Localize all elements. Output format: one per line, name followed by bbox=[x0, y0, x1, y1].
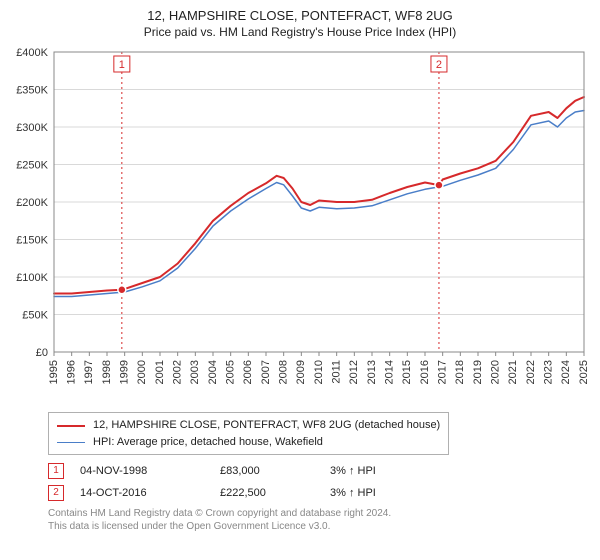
footer-line-2: This data is licensed under the Open Gov… bbox=[48, 520, 590, 533]
x-tick-label: 2013 bbox=[366, 360, 378, 384]
x-tick-label: 2006 bbox=[242, 360, 254, 384]
legend-item: 12, HAMPSHIRE CLOSE, PONTEFRACT, WF8 2UG… bbox=[57, 417, 440, 434]
y-tick-label: £50K bbox=[22, 310, 48, 322]
y-tick-label: £150K bbox=[16, 235, 48, 247]
legend-label: 12, HAMPSHIRE CLOSE, PONTEFRACT, WF8 2UG… bbox=[93, 417, 440, 434]
x-tick-label: 2005 bbox=[225, 360, 237, 384]
x-tick-label: 2019 bbox=[472, 360, 484, 384]
x-tick-label: 1998 bbox=[101, 360, 113, 384]
x-tick-label: 2015 bbox=[401, 360, 413, 384]
x-tick-label: 2020 bbox=[490, 360, 502, 384]
figure-container: 12, HAMPSHIRE CLOSE, PONTEFRACT, WF8 2UG… bbox=[0, 0, 600, 560]
x-tick-label: 1995 bbox=[48, 360, 60, 384]
x-tick-label: 2007 bbox=[260, 360, 272, 384]
marker-badge: 1 bbox=[48, 463, 64, 479]
x-tick-label: 2010 bbox=[313, 360, 325, 384]
legend-item: HPI: Average price, detached house, Wake… bbox=[57, 434, 440, 451]
marker-pct: 3% ↑ HPI bbox=[330, 465, 440, 477]
x-tick-label: 2016 bbox=[419, 360, 431, 384]
x-tick-label: 2008 bbox=[278, 360, 290, 384]
x-tick-label: 2018 bbox=[454, 360, 466, 384]
marker-price: £83,000 bbox=[220, 465, 330, 477]
footer-line-1: Contains HM Land Registry data © Crown c… bbox=[48, 507, 590, 520]
marker-table: 1 04-NOV-1998£83,0003% ↑ HPI 2 14-OCT-2016£… bbox=[48, 463, 590, 501]
y-tick-label: £0 bbox=[36, 347, 48, 359]
marker-point bbox=[435, 182, 443, 190]
chart-title: 12, HAMPSHIRE CLOSE, PONTEFRACT, WF8 2UG bbox=[10, 8, 590, 25]
legend-swatch bbox=[57, 442, 85, 443]
marker-date: 14-OCT-2016 bbox=[80, 487, 220, 499]
x-tick-label: 2022 bbox=[525, 360, 537, 384]
marker-row: 1 04-NOV-1998£83,0003% ↑ HPI bbox=[48, 463, 590, 479]
x-tick-label: 1999 bbox=[119, 360, 131, 384]
legend-label: HPI: Average price, detached house, Wake… bbox=[93, 434, 323, 451]
x-tick-label: 2021 bbox=[507, 360, 519, 384]
marker-point bbox=[118, 286, 126, 294]
x-tick-label: 2002 bbox=[172, 360, 184, 384]
y-tick-label: £100K bbox=[16, 272, 48, 284]
marker-price: £222,500 bbox=[220, 487, 330, 499]
x-tick-label: 2017 bbox=[437, 360, 449, 384]
footer: Contains HM Land Registry data © Crown c… bbox=[48, 507, 590, 533]
y-tick-label: £400K bbox=[16, 47, 48, 59]
x-tick-label: 2012 bbox=[348, 360, 360, 384]
x-tick-label: 2003 bbox=[189, 360, 201, 384]
x-tick-label: 2014 bbox=[384, 360, 396, 384]
y-tick-label: £350K bbox=[16, 85, 48, 97]
x-tick-label: 2004 bbox=[207, 360, 219, 384]
marker-badge: 2 bbox=[48, 485, 64, 501]
x-tick-label: 2011 bbox=[331, 360, 343, 384]
marker-badge-num: 1 bbox=[119, 59, 125, 71]
x-tick-label: 1996 bbox=[66, 360, 78, 384]
y-tick-label: £300K bbox=[16, 122, 48, 134]
x-tick-label: 2009 bbox=[295, 360, 307, 384]
y-tick-label: £200K bbox=[16, 197, 48, 209]
legend: 12, HAMPSHIRE CLOSE, PONTEFRACT, WF8 2UG… bbox=[48, 412, 449, 455]
x-tick-label: 2001 bbox=[154, 360, 166, 384]
legend-swatch bbox=[57, 425, 85, 427]
marker-row: 2 14-OCT-2016£222,5003% ↑ HPI bbox=[48, 485, 590, 501]
y-tick-label: £250K bbox=[16, 160, 48, 172]
chart-svg: £0 £50K £100K £150K £200K £250K £300K £350K £400… bbox=[10, 46, 590, 406]
x-tick-label: 1997 bbox=[83, 360, 95, 384]
chart-subtitle: Price paid vs. HM Land Registry's House … bbox=[10, 25, 590, 41]
x-tick-label: 2023 bbox=[543, 360, 555, 384]
marker-pct: 3% ↑ HPI bbox=[330, 487, 440, 499]
x-tick-label: 2025 bbox=[578, 360, 590, 384]
marker-date: 04-NOV-1998 bbox=[80, 465, 220, 477]
price-chart: £0 £50K £100K £150K £200K £250K £300K £350K £400… bbox=[10, 46, 590, 406]
marker-badge-num: 2 bbox=[436, 59, 442, 71]
x-tick-label: 2024 bbox=[560, 360, 572, 384]
x-tick-label: 2000 bbox=[136, 360, 148, 384]
